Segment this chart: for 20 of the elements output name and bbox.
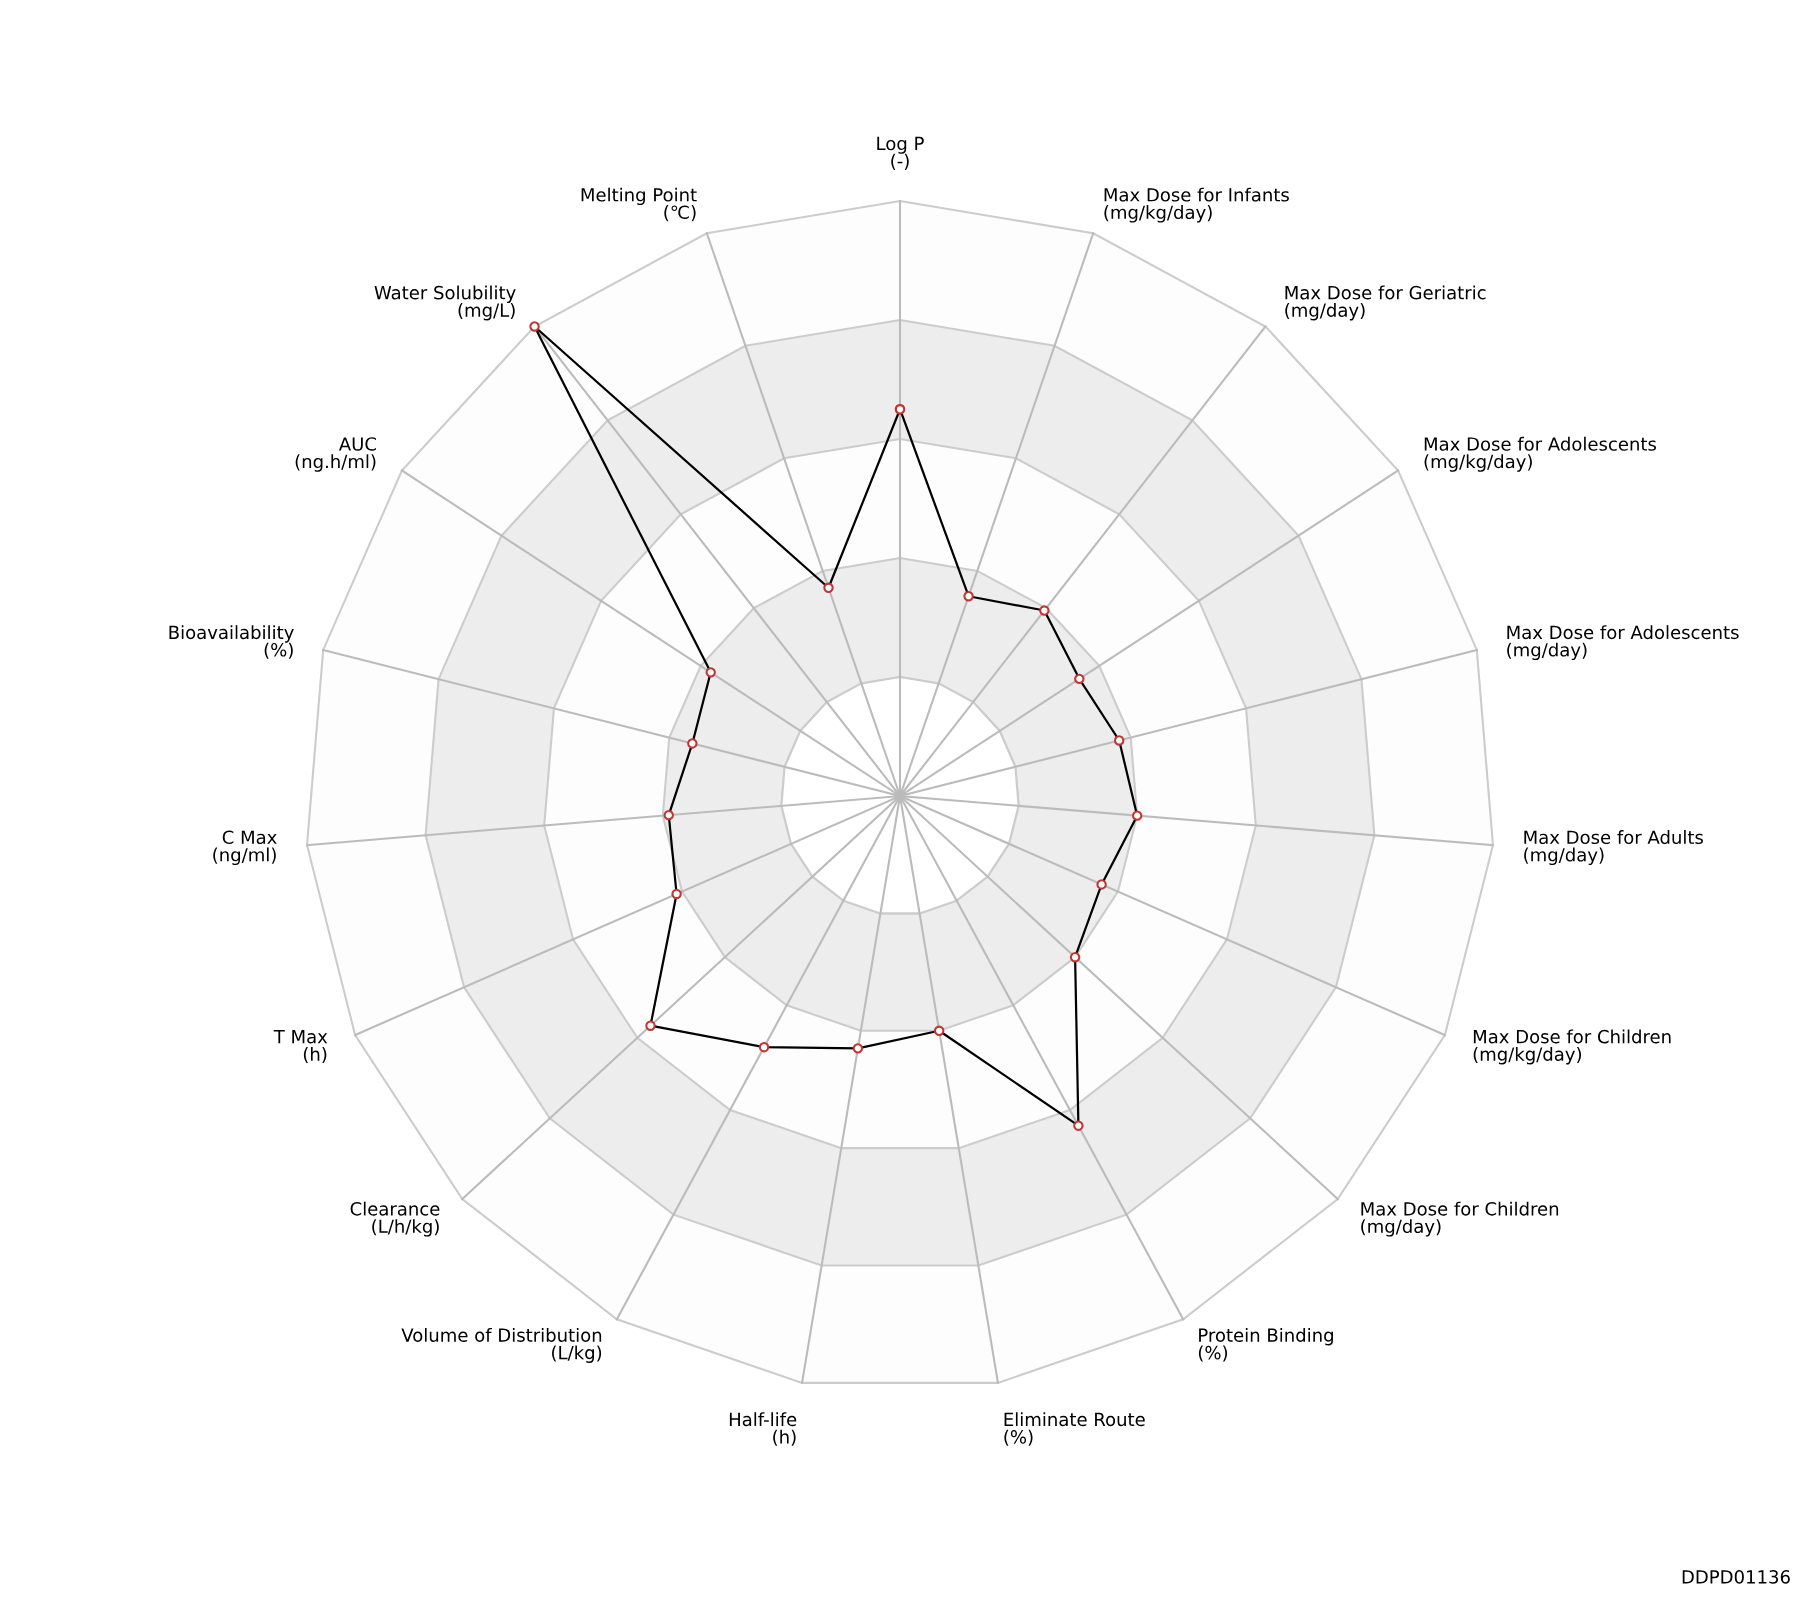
spoke-label: Max Dose for Children (mg/day): [1361, 1201, 1559, 1237]
spoke-label: Melting Point (℃): [581, 187, 697, 222]
spoke-label: Max Dose for Geriatric (mg/day): [1285, 285, 1486, 321]
spoke-label: C Max (ng/ml): [213, 830, 277, 866]
spoke-label: Max Dose for Adolescents (mg/kg/day): [1424, 436, 1657, 472]
spoke-label: AUC (ng.h/ml): [295, 437, 376, 472]
spoke-label: Protein Binding (%): [1198, 1327, 1333, 1362]
spoke-label: Log P (-): [877, 136, 924, 170]
text: DDPD01136: [1682, 1570, 1790, 1584]
spoke-label: Volume of Distribution (L/kg): [401, 1327, 602, 1363]
spoke-label: Clearance (L/h/kg): [350, 1201, 440, 1237]
spoke-label: T Max (h): [273, 1030, 328, 1064]
spoke-label: Half-life (h): [729, 1412, 797, 1446]
spoke-label: Max Dose for Children (mg/kg/day): [1473, 1029, 1671, 1065]
spoke-label: Max Dose for Adults (mg/day): [1524, 830, 1704, 866]
spoke-label: Bioavailability (%): [169, 625, 294, 659]
spoke-label: Eliminate Route (%): [1004, 1412, 1145, 1446]
spoke-label: Max Dose for Adolescents (mg/day): [1507, 625, 1739, 661]
spoke-label: Water Solubility (mg/L): [374, 285, 516, 321]
spoke-label: Max Dose for Infants (mg/kg/day): [1104, 187, 1289, 223]
